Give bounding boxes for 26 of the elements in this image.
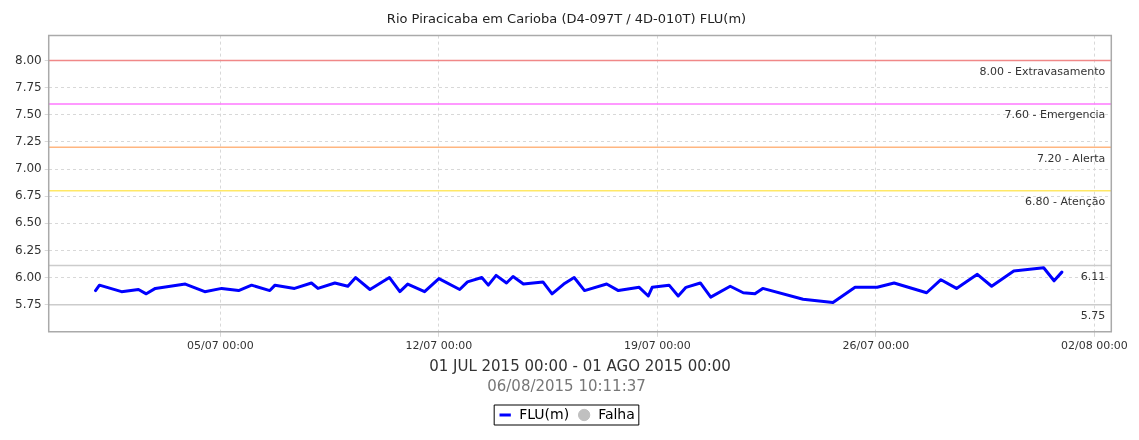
text: 06/08/2015 10:11:37: [487, 376, 646, 395]
y-tick-label: 8.00: [15, 52, 42, 67]
legend-label: FLU(m): [519, 405, 570, 422]
chart-title: Rio Piracicaba em Carioba (D4-097T / 4D-010T) FLU(m): [386, 11, 747, 27]
x-tick-label: 05/07 00:00: [186, 339, 254, 353]
ref-line-label: 7.60 - Emergencia: [1004, 108, 1106, 122]
y-tick-label: 7.75: [15, 79, 42, 94]
legend-label: Falha: [598, 405, 635, 422]
y-tick-label: 7.00: [15, 161, 42, 176]
x-tick-label: 26/07 00:00: [842, 339, 910, 353]
y-tick-label: 6.50: [15, 215, 42, 230]
y-tick-label: 6.00: [15, 269, 42, 284]
x-axis-title: 01 JUL 2015 00:00 - 01 AGO 2015 00:00: [429, 356, 731, 375]
y-tick-label: 7.25: [15, 134, 42, 149]
ref-line-label: 7.20 - Alerta: [1036, 151, 1106, 165]
x-tick-label: 02/08 00:00: [1060, 339, 1128, 353]
ref-line-label: 8.00 - Extravasamento: [979, 64, 1106, 78]
y-tick-label: 6.75: [15, 188, 42, 203]
ref-line-label: 6.11: [1080, 269, 1106, 283]
ref-line-label: 6.80 - Atenção: [1024, 195, 1106, 209]
y-tick-label: 6.25: [15, 242, 42, 257]
y-tick-label: 5.75: [15, 296, 42, 311]
x-tick-label: 19/07 00:00: [623, 339, 691, 353]
x-tick-label: 12/07 00:00: [405, 339, 473, 353]
ref-line-label: 5.75: [1080, 309, 1106, 323]
y-tick-label: 7.50: [15, 106, 42, 121]
